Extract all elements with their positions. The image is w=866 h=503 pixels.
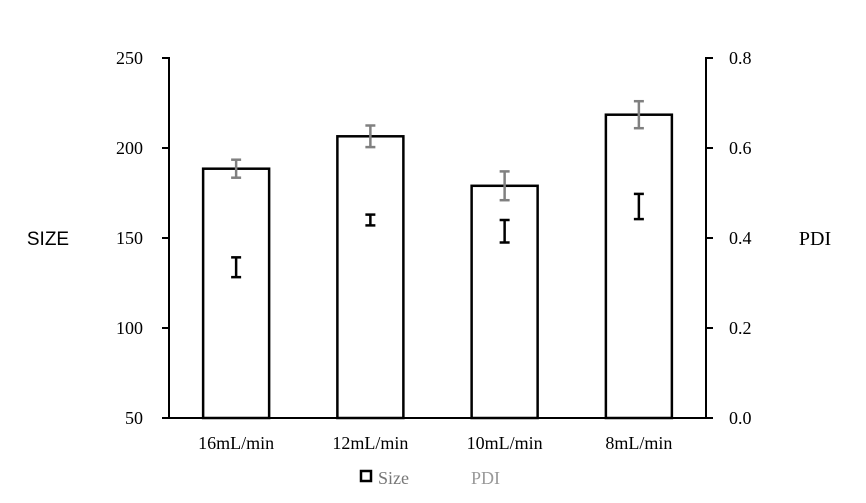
y-tick-left-label: 150 [116, 228, 143, 248]
bar-size [336, 135, 405, 420]
x-tick-label: 8mL/min [605, 433, 672, 453]
bar-size [201, 167, 271, 420]
error-bar-pdi [633, 192, 644, 221]
error-bar-pdi [231, 256, 242, 279]
x-tick-label: 16mL/min [198, 433, 274, 453]
error-bar-size [231, 158, 242, 179]
y-axis-title-right: PDI [799, 228, 831, 250]
y-axis-title-left: SIZE [27, 229, 69, 250]
error-bar-pdi [365, 213, 376, 227]
y-tick-left-label: 50 [125, 408, 143, 428]
error-bar-size [365, 124, 376, 149]
legend-label-pdi: PDI [471, 468, 500, 488]
legend-label-size: Size [378, 468, 409, 488]
x-tick-label: 12mL/min [332, 433, 408, 453]
axes: 50 100 150 200 250 0.0 0.2 0.4 0.6 0.8 16mL/min 12m… [116, 48, 752, 453]
y-tick-right-label: 0.4 [729, 228, 752, 248]
y-tick-right-label: 0.0 [729, 408, 752, 428]
y-tick-left-label: 100 [116, 318, 143, 338]
y-tick-right-label: 0.8 [729, 48, 752, 68]
y-tick-right-label: 0.6 [729, 138, 752, 158]
plot-area [201, 99, 674, 420]
x-tick-label: 10mL/min [467, 433, 543, 453]
error-bar-pdi [499, 218, 510, 244]
error-bar-size [633, 99, 644, 130]
bar-size [604, 113, 674, 420]
legend: Size PDI [359, 468, 500, 488]
y-tick-right-label: 0.2 [729, 318, 752, 338]
legend-swatch-size [359, 469, 373, 483]
error-bar-size [499, 170, 510, 202]
y-tick-left-label: 200 [116, 138, 143, 158]
y-tick-left-label: 250 [116, 48, 143, 68]
